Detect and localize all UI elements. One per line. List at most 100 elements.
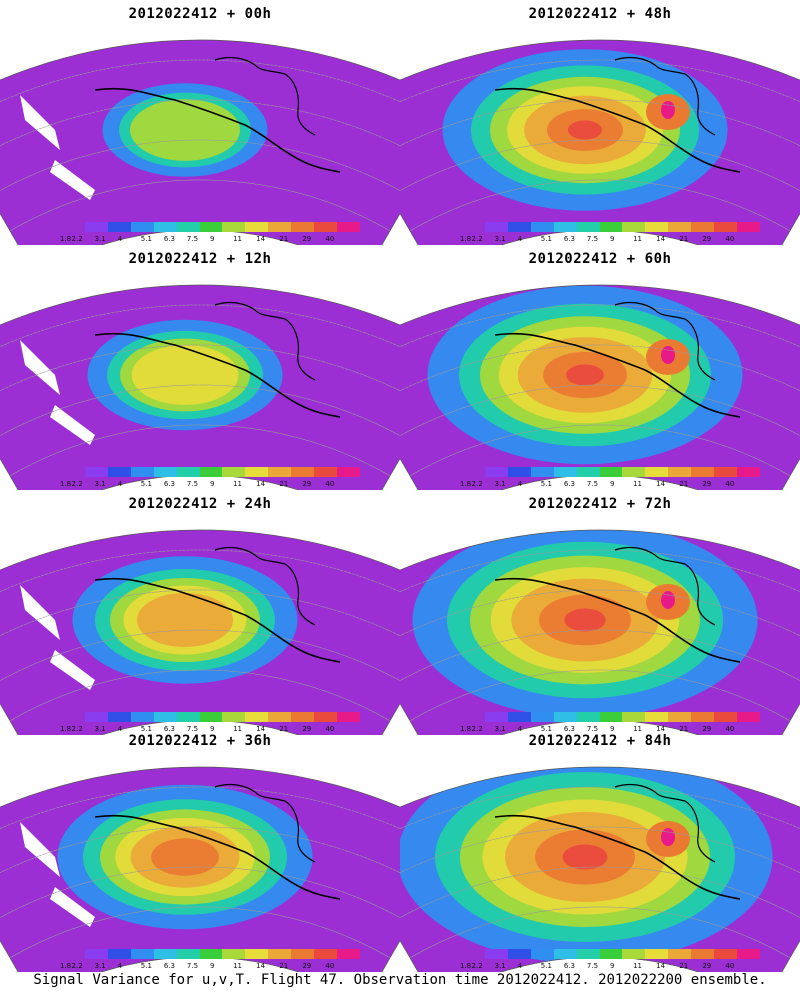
colorbar-swatch: [576, 949, 600, 959]
contour-band: [130, 99, 240, 161]
colorbar-label: 7.5: [186, 962, 199, 970]
colorbar-label: 7.5: [586, 235, 599, 243]
panel-60h: 2012022412 + 60h 1.8 2.2 3.1 4 5.1 6.3 7.5 9 11 1…: [400, 245, 800, 490]
colorbar-label: 11: [233, 725, 243, 733]
colorbar-label: 1.8: [60, 480, 72, 488]
colorbar-label: 7.5: [586, 962, 599, 970]
colorbar-labels: 1.8 2.2 3.1 4 5.1 6.3 7.5 9 11 14 21 29 40: [460, 725, 760, 735]
colorbar-swatch: [507, 712, 531, 722]
coastline: [614, 546, 716, 626]
colorbar-swatch: [245, 222, 269, 232]
map-48h: [400, 39, 800, 245]
panel-title: 2012022412 + 12h: [128, 251, 272, 267]
colorbar-swatch: [691, 222, 715, 232]
colorbar-label: 40: [725, 235, 735, 243]
colorbar-swatch: [507, 949, 531, 959]
colorbar-swatch: [645, 222, 669, 232]
field-layer: [0, 530, 400, 735]
colorbar-label: 11: [233, 235, 243, 243]
contour-band: [131, 345, 239, 405]
colorbar-label: 21: [679, 725, 689, 733]
contour-band: [661, 101, 675, 119]
coastline: [614, 783, 716, 863]
colorbar-swatch: [314, 222, 338, 232]
latitude-line: [0, 139, 400, 192]
colorbar-label: 21: [279, 480, 289, 488]
coastline: [214, 301, 316, 381]
coastline: [494, 814, 741, 900]
latitude-line: [400, 304, 800, 348]
coastline: [494, 332, 741, 418]
colorbar-swatch: [199, 949, 223, 959]
colorbar-label: 6.3: [563, 962, 575, 970]
colorbar-label: 29: [302, 725, 312, 733]
latitude-line: [400, 139, 800, 192]
colorbar-label: 2.2: [471, 235, 483, 243]
colorbar-label: 14: [256, 962, 266, 970]
coastline: [94, 577, 341, 663]
colorbar-swatch: [691, 467, 715, 477]
colorbar: [62, 949, 360, 959]
colorbar-label: 40: [725, 725, 735, 733]
colorbar-label: 9: [610, 480, 615, 488]
missing-data: [20, 822, 60, 877]
colorbar-label: 3.1: [494, 480, 506, 488]
colorbar-label: 5.1: [140, 480, 152, 488]
contour-band: [661, 346, 675, 364]
latitude-line: [400, 99, 800, 147]
colorbar-swatch: [245, 467, 269, 477]
domain-outline: [0, 284, 400, 490]
colorbar-swatch: [553, 712, 577, 722]
colorbar-label: 4: [517, 962, 523, 970]
colorbar-label: 2.2: [71, 480, 83, 488]
colorbar-swatch: [462, 949, 485, 959]
panel-title: 2012022412 + 60h: [528, 251, 672, 267]
colorbar-label: 1.8: [460, 725, 472, 733]
colorbar-label: 29: [302, 962, 312, 970]
colorbar-swatch: [599, 222, 623, 232]
panel-48h: 2012022412 + 48h 1.8 2.2 3.1 4 5.1 6.3 7.5 9 11 1…: [400, 0, 800, 245]
colorbar-swatch: [130, 467, 154, 477]
colorbar-label: 5.1: [140, 725, 152, 733]
latitude-line: [400, 786, 800, 830]
colorbar-label: 2.2: [471, 725, 483, 733]
colorbar-label: 5.1: [140, 962, 152, 970]
coastline: [94, 814, 341, 900]
colorbar-swatch: [153, 222, 177, 232]
colorbar-label: 14: [656, 235, 666, 243]
colorbar-swatch: [84, 949, 108, 959]
colorbar-label: 6.3: [563, 480, 575, 488]
colorbar-swatch: [314, 467, 338, 477]
colorbar-swatch: [337, 467, 360, 477]
colorbar-swatch: [199, 712, 223, 722]
colorbar-label: 3.1: [494, 235, 506, 243]
colorbar-label: 4: [517, 725, 523, 733]
colorbar-label: 4: [117, 725, 123, 733]
colorbar-swatch: [176, 712, 200, 722]
map-00h: [0, 39, 400, 245]
colorbar-swatch: [576, 467, 600, 477]
colorbar-label: 14: [256, 480, 266, 488]
latitude-line: [0, 304, 400, 348]
coastline: [214, 783, 316, 863]
colorbar-swatch: [530, 467, 554, 477]
colorbar-label: 2.2: [471, 962, 483, 970]
colorbar-swatch: [222, 949, 246, 959]
domain-outline: [0, 39, 400, 245]
colorbar-swatch: [245, 712, 269, 722]
colorbar-label: 14: [256, 725, 266, 733]
colorbar-label: 7.5: [186, 480, 199, 488]
colorbar-swatch: [291, 467, 315, 477]
colorbar-label: 40: [325, 480, 335, 488]
colorbar-swatch: [507, 222, 531, 232]
coastline: [214, 56, 316, 136]
map-84h: [400, 766, 800, 972]
colorbar-swatch: [714, 949, 738, 959]
colorbar-label: 1.8: [460, 235, 472, 243]
panel-title: 2012022412 + 24h: [128, 496, 272, 512]
colorbar-label: 6.3: [163, 235, 175, 243]
colorbar-swatch: [84, 222, 108, 232]
colorbar-label: 1.8: [460, 962, 472, 970]
colorbar-swatch: [130, 222, 154, 232]
panel-00h: 2012022412 + 00h 1.8 2.2 3.1 4 5.1 6.3 7.5 9 11 1…: [0, 0, 400, 245]
